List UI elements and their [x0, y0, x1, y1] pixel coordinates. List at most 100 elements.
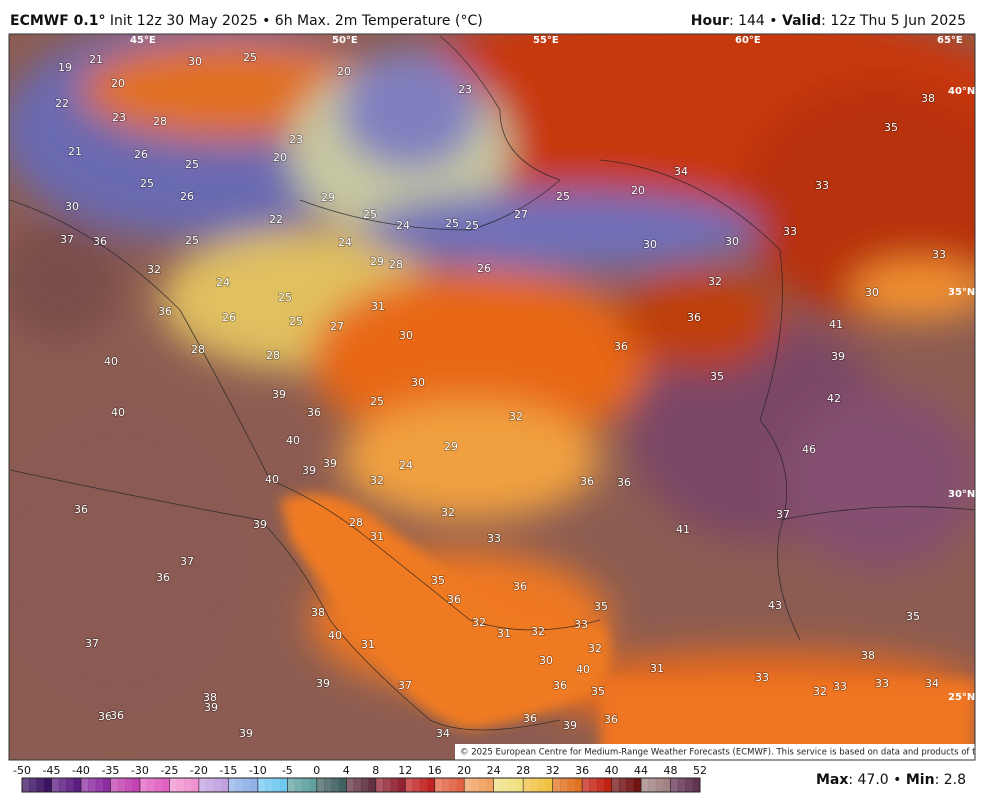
temperature-label: 25 — [185, 158, 199, 171]
colorbar-swatch — [184, 778, 192, 792]
temperature-label: 20 — [631, 184, 645, 197]
temperature-label: 40 — [265, 473, 279, 486]
temperature-label: 36 — [158, 305, 172, 318]
temperature-label: 28 — [191, 343, 205, 356]
colorbar-swatch — [198, 778, 207, 792]
temperature-label: 24 — [338, 236, 352, 249]
temperature-label: 33 — [783, 225, 797, 238]
map-frame — [8, 33, 976, 761]
colorbar-swatch — [29, 778, 38, 792]
temperature-label: 27 — [330, 320, 344, 333]
colorbar-tick-label: -10 — [249, 764, 267, 777]
temperature-label: 30 — [865, 286, 879, 299]
temperature-label: 23 — [112, 111, 126, 124]
temperature-label: 33 — [932, 248, 946, 261]
lat-label: 40°N — [948, 86, 975, 97]
temperature-label: 36 — [604, 713, 618, 726]
temperature-label: 32 — [370, 474, 384, 487]
colorbar-swatch — [611, 778, 620, 792]
colorbar-swatch — [559, 778, 568, 792]
temperature-label: 41 — [829, 318, 843, 331]
temperature-label: 25 — [278, 291, 292, 304]
colorbar-swatch — [22, 778, 30, 792]
colorbar-swatch — [324, 778, 333, 792]
temperature-label: 26 — [222, 311, 236, 324]
colorbar-swatch — [596, 778, 605, 792]
colorbar-tick-label: 20 — [457, 764, 471, 777]
colorbar-swatch — [316, 778, 325, 792]
temperature-label: 33 — [815, 179, 829, 192]
colorbar-swatch — [80, 778, 89, 792]
temperature-label: 40 — [104, 355, 118, 368]
temperature-label: 35 — [884, 121, 898, 134]
colorbar-swatch — [449, 778, 458, 792]
temperature-label: 40 — [328, 629, 342, 642]
temperature-label: 40 — [576, 663, 590, 676]
colorbar-swatch — [36, 778, 45, 792]
header-right: Hour: 144 • Valid: 12z Thu 5 Jun 2025 — [691, 13, 966, 29]
colorbar-swatch — [456, 778, 465, 792]
temperature-label: 25 — [445, 217, 459, 230]
lon-label: 45°E — [130, 35, 156, 46]
colorbar-swatch — [235, 778, 244, 792]
lat-label: 35°N — [948, 287, 975, 298]
temperature-label: 29 — [444, 440, 458, 453]
temperature-label: 33 — [755, 671, 769, 684]
colorbar-tick-label: -35 — [101, 764, 119, 777]
temperature-label: 26 — [477, 262, 491, 275]
temperature-label: 31 — [371, 300, 385, 313]
temperature-label: 40 — [286, 434, 300, 447]
temperature-label: 20 — [111, 77, 125, 90]
temperature-label: 35 — [431, 574, 445, 587]
temperature-label: 36 — [156, 571, 170, 584]
temperature-label: 24 — [399, 459, 413, 472]
colorbar-swatch — [331, 778, 340, 792]
lat-label: 25°N — [948, 692, 975, 703]
colorbar-swatch — [176, 778, 185, 792]
graticule-labels: 45°E 50°E 55°E 60°E 65°E 40°N 35°N 30°N 25°N — [130, 35, 975, 703]
lat-label: 30°N — [948, 489, 975, 500]
colorbar-swatch — [486, 778, 495, 792]
colorbar-swatch — [633, 778, 642, 792]
colorbar-swatch — [383, 778, 391, 792]
colorbar-swatch — [655, 778, 664, 792]
colorbar-swatch — [206, 778, 215, 792]
colorbar-swatch — [641, 778, 649, 792]
colorbar-swatch — [670, 778, 679, 792]
temperature-label: 31 — [497, 627, 511, 640]
temperature-label: 25 — [289, 315, 303, 328]
colorbar-tick-label: -20 — [190, 764, 208, 777]
colorbar-swatch — [294, 778, 303, 792]
lon-label: 65°E — [937, 35, 963, 46]
colorbar-swatch — [44, 778, 52, 792]
colorbar-tick-label: -40 — [72, 764, 90, 777]
colorbar-swatch — [434, 778, 443, 792]
colorbar: -50 -45 -40 -35 -30 -25 -20 -15 -10 -5 0 4 8 12 16 20 24… — [13, 764, 707, 793]
colorbar-swatch — [279, 778, 288, 792]
colorbar-swatch — [685, 778, 694, 792]
temperature-label: 20 — [273, 151, 287, 164]
colorbar-swatch — [501, 778, 509, 792]
colorbar-swatch — [626, 778, 635, 792]
temperature-label: 30 — [188, 55, 202, 68]
temperature-label: 46 — [802, 443, 816, 456]
temperature-label: 25 — [363, 208, 377, 221]
colorbar-swatch — [589, 778, 598, 792]
colorbar-tick-label: 40 — [605, 764, 619, 777]
temperature-label: 36 — [580, 475, 594, 488]
temperature-label: 21 — [89, 53, 103, 66]
colorbar-swatch — [604, 778, 613, 792]
temperature-label: 40 — [111, 406, 125, 419]
colorbar-swatch — [73, 778, 82, 792]
temperature-label: 36 — [553, 679, 567, 692]
temperature-label: 41 — [676, 523, 690, 536]
colorbar-swatch — [139, 778, 148, 792]
temperature-label: 38 — [861, 649, 875, 662]
lon-label: 50°E — [332, 35, 358, 46]
colorbar-swatch — [302, 778, 310, 792]
temperature-label: 33 — [875, 677, 889, 690]
colorbar-swatch — [412, 778, 421, 792]
temperature-label: 31 — [650, 662, 664, 675]
persian-gulf — [280, 493, 610, 730]
